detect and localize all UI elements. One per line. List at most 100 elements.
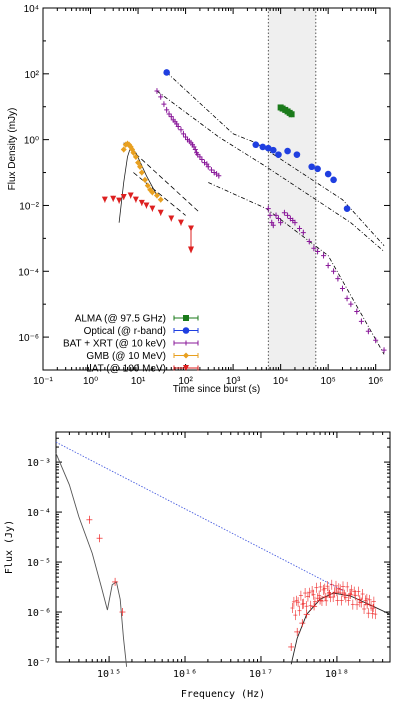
data-point xyxy=(284,147,291,155)
data-point xyxy=(285,212,291,218)
data-point xyxy=(135,159,142,166)
data-point xyxy=(183,315,189,321)
bottom-spectrum-panel: 10¹⁵ 10¹⁶ 10¹⁷ 10¹⁸ 10⁻³ 10⁻⁴ 10⁻⁵ 10⁻⁶ 10⁻⁷ Freq… xyxy=(4,431,391,700)
data-point xyxy=(314,165,321,173)
x-tick-label: 10¹⁵ xyxy=(97,669,121,680)
data-point xyxy=(149,189,156,196)
y-tick-label: 10⁻⁶ xyxy=(27,608,51,619)
series-0 xyxy=(86,515,378,651)
top-light-curve-panel: 10⁻¹ 10⁰ 10¹ 10² 10³ 10⁴ 10⁵ 10⁶ 10⁴ 10² 10⁰ 10⁻² 10… xyxy=(7,4,391,395)
shaded-band xyxy=(268,8,316,370)
y-tick-label: 10⁰ xyxy=(24,136,39,147)
data-point xyxy=(381,347,387,353)
data-point xyxy=(265,206,271,212)
data-point xyxy=(157,209,164,216)
data-point xyxy=(177,219,184,226)
legend-label: GMB (@ 10 MeV) xyxy=(86,351,166,362)
x-tick-label: 10⁵ xyxy=(321,376,336,387)
data-point xyxy=(264,144,272,152)
y-tick-label: 10⁻⁶ xyxy=(18,333,39,344)
data-point xyxy=(116,197,123,204)
legend-label: LAT (@ 100 MeV) xyxy=(86,364,166,375)
data-point xyxy=(130,149,137,156)
data-point xyxy=(335,276,341,282)
legend-label: Optical (@ r-band) xyxy=(84,326,166,337)
data-point xyxy=(308,163,315,171)
data-point xyxy=(373,337,379,343)
data-point xyxy=(281,210,287,216)
data-point xyxy=(154,88,160,94)
data-point xyxy=(192,147,198,153)
data-point xyxy=(208,167,214,173)
data-point xyxy=(143,202,150,209)
data-point xyxy=(330,176,337,184)
data-point xyxy=(300,230,306,236)
data-point xyxy=(205,164,211,170)
data-point xyxy=(358,318,364,324)
data-point xyxy=(275,216,281,222)
data-point xyxy=(164,107,170,113)
data-point xyxy=(127,192,134,199)
data-point xyxy=(183,340,189,346)
legend-label: ALMA (@ 97.5 GHz) xyxy=(75,314,166,325)
x-tick-label: 10⁶ xyxy=(368,376,383,387)
data-point xyxy=(331,268,337,274)
data-point xyxy=(269,146,277,154)
data-point xyxy=(290,217,296,223)
series-1 xyxy=(163,69,351,212)
model-curve xyxy=(118,146,158,223)
data-point xyxy=(163,69,170,76)
data-point xyxy=(137,163,144,170)
data-point xyxy=(321,253,327,259)
data-point xyxy=(354,308,360,314)
data-point xyxy=(101,196,108,203)
data-point xyxy=(278,220,284,226)
y-tick-label: 10² xyxy=(25,70,40,81)
model-fit-line xyxy=(156,90,385,252)
x-tick-label: 10¹⁷ xyxy=(249,669,273,680)
y-tick-label: 10⁻² xyxy=(19,201,39,212)
data-point xyxy=(157,196,164,203)
plot-frame xyxy=(42,7,391,371)
data-point xyxy=(297,225,303,231)
data-point xyxy=(138,169,145,176)
y-axis-label: Flux (Jy) xyxy=(4,520,15,574)
data-point xyxy=(339,285,345,291)
y-axis-label: Flux Density (mJy) xyxy=(7,108,18,191)
data-point xyxy=(183,365,189,371)
legend: ALMA (@ 97.5 GHz)Optical (@ r-band) BAT +… xyxy=(63,314,199,375)
data-point xyxy=(166,111,172,117)
data-point xyxy=(180,131,186,137)
data-point xyxy=(275,151,282,158)
data-point xyxy=(195,152,201,158)
x-tick-label: 10⁰ xyxy=(83,376,98,387)
y-tick-label: 10⁻⁷ xyxy=(27,658,51,669)
series-3 xyxy=(120,140,164,203)
data-point xyxy=(292,220,298,226)
data-point xyxy=(315,248,321,254)
data-point xyxy=(199,156,205,162)
data-point xyxy=(138,199,145,206)
data-point xyxy=(182,327,190,334)
y-tick-label: 10⁴ xyxy=(24,4,39,15)
data-point xyxy=(270,222,276,228)
plot-frame xyxy=(55,431,391,663)
x-axis-label: Frequency (Hz) xyxy=(181,689,265,700)
data-point xyxy=(153,192,160,199)
data-point xyxy=(132,153,139,160)
data-point xyxy=(288,111,295,118)
x-tick-label: 10¹ xyxy=(131,376,146,387)
data-point xyxy=(273,212,279,218)
data-point xyxy=(293,151,301,158)
data-point xyxy=(110,195,117,202)
y-tick-label: 10⁻³ xyxy=(27,458,51,469)
power-law-line xyxy=(55,441,344,591)
data-point xyxy=(168,114,174,120)
data-point xyxy=(252,141,260,149)
x-tick-label: 10⁴ xyxy=(273,376,288,387)
model-curve xyxy=(55,453,128,667)
series-4 xyxy=(101,192,194,232)
model-curve xyxy=(290,592,391,665)
data-point xyxy=(216,173,222,179)
